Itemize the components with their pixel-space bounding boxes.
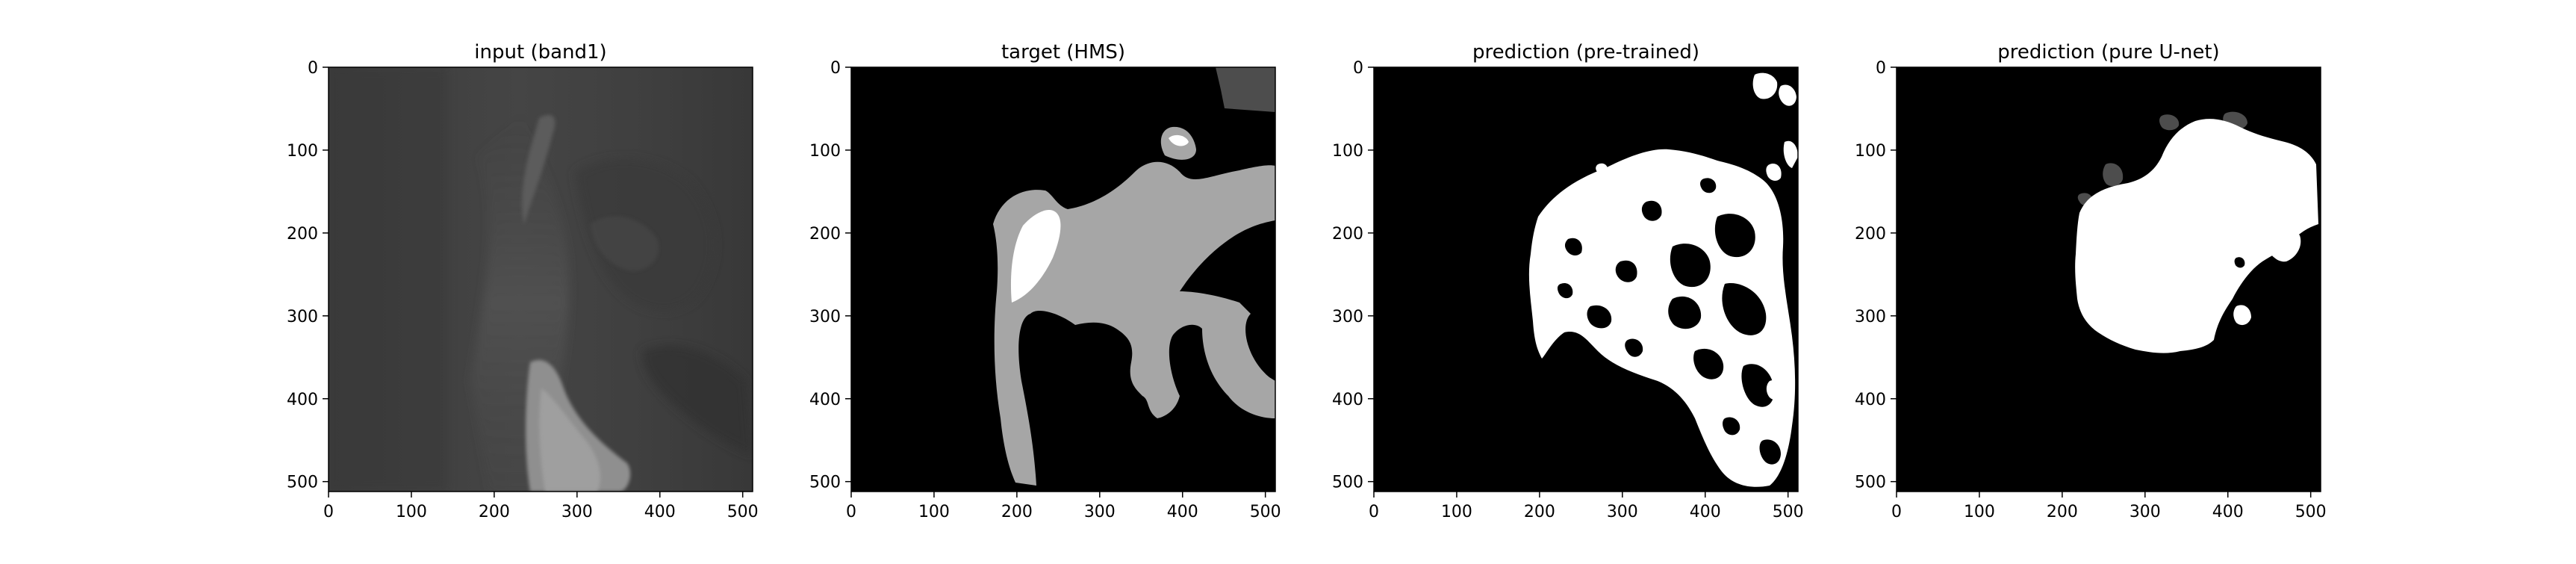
x-tick-label: 200 [2047,503,2078,521]
y-tick-label: 500 [1332,474,1363,492]
x-tick-label: 200 [1001,503,1033,521]
x-tick-label: 500 [2295,503,2327,521]
panel-pred-unet: prediction (pure U-net) [1855,41,2327,521]
y-tick-label: 300 [1332,308,1363,326]
x-tick-label: 200 [1524,503,1555,521]
y-tick-label: 200 [287,225,318,244]
y-tick-label: 100 [809,142,841,161]
x-axis: 0 100 200 300 400 500 [1369,492,1804,521]
x-axis: 0 100 200 300 400 500 [323,492,759,521]
panel-title: prediction (pre-trained) [1472,41,1699,63]
y-axis: 0 100 200 300 400 500 [809,59,851,492]
y-tick-label: 400 [1332,391,1363,409]
segmentation-mask [1374,67,1798,492]
x-tick-label: 0 [1891,503,1902,521]
y-tick-label: 400 [809,391,841,409]
segmentation-mask [851,67,1275,492]
x-tick-label: 500 [1773,503,1804,521]
x-axis: 0 100 200 300 400 500 [846,492,1281,521]
y-tick-label: 500 [287,474,318,492]
y-tick-label: 100 [1332,142,1363,161]
y-axis: 0 100 200 300 400 500 [287,59,329,492]
x-tick-label: 300 [1084,503,1116,521]
segmentation-mask [1897,67,2321,492]
x-tick-label: 400 [1690,503,1721,521]
panel-title: target (HMS) [1001,41,1125,63]
panel-title: input (band1) [474,41,606,63]
panel-pred-pretrained: prediction (pre-trained) [1332,41,1804,521]
y-tick-label: 200 [809,225,841,244]
x-tick-label: 300 [1607,503,1638,521]
panel-input: input (band1) 0 100 200 300 400 500 0 100 200 30… [287,41,759,521]
x-tick-label: 400 [2212,503,2244,521]
x-tick-label: 500 [727,503,759,521]
x-tick-label: 300 [561,503,593,521]
y-tick-label: 300 [287,308,318,326]
y-tick-label: 0 [1876,59,1886,78]
y-tick-label: 0 [1353,59,1363,78]
x-tick-label: 100 [396,503,427,521]
panel-target: target (HMS) 0 100 200 300 400 500 0 100 200 300… [809,41,1281,521]
y-tick-label: 400 [1855,391,1886,409]
y-tick-label: 0 [830,59,841,78]
y-axis: 0 100 200 300 400 500 [1855,59,1897,492]
x-axis: 0 100 200 300 400 500 [1891,492,2327,521]
x-tick-label: 400 [1167,503,1198,521]
y-tick-label: 300 [809,308,841,326]
x-tick-label: 300 [2129,503,2161,521]
y-tick-label: 100 [287,142,318,161]
x-tick-label: 500 [1250,503,1281,521]
x-tick-label: 400 [644,503,676,521]
y-tick-label: 500 [809,474,841,492]
satellite-image [329,67,753,492]
y-tick-label: 0 [308,59,318,78]
x-tick-label: 100 [1441,503,1472,521]
y-tick-label: 400 [287,391,318,409]
y-tick-label: 200 [1855,225,1886,244]
x-tick-label: 0 [323,503,334,521]
panel-title: prediction (pure U-net) [1997,41,2219,63]
x-tick-label: 0 [1369,503,1379,521]
y-tick-label: 100 [1855,142,1886,161]
x-tick-label: 100 [918,503,950,521]
y-tick-label: 300 [1855,308,1886,326]
y-axis: 0 100 200 300 400 500 [1332,59,1374,492]
y-tick-label: 500 [1855,474,1886,492]
x-tick-label: 200 [479,503,510,521]
y-tick-label: 200 [1332,225,1363,244]
x-tick-label: 100 [1964,503,1995,521]
x-tick-label: 0 [846,503,856,521]
